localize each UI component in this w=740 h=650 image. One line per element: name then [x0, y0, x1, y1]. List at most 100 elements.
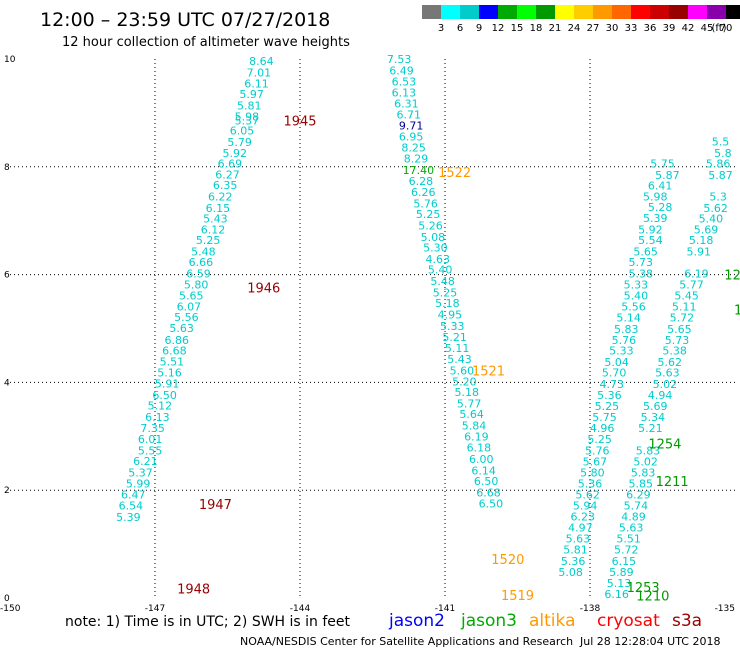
wave-height-value: 5.80 — [184, 278, 209, 291]
x-tick-label: -144 — [290, 604, 311, 614]
wave-height-value: 6.15 — [612, 555, 637, 568]
colorbar-swatch — [460, 5, 479, 19]
wave-height-value: 5.63 — [566, 533, 591, 546]
colorbar-swatch — [612, 5, 631, 19]
pass-time-label: 1211 — [656, 475, 689, 490]
wave-height-value: 5.74 — [624, 499, 649, 512]
grid-lines — [10, 59, 735, 598]
colorbar-swatch — [669, 5, 688, 19]
satellite-legend-jason3: jason3 — [460, 611, 517, 631]
wave-height-value: 5.43 — [203, 213, 228, 226]
wave-height-value: 6.21 — [133, 455, 158, 468]
wave-height-value: 5.63 — [655, 367, 680, 380]
wave-height-value: 6.86 — [165, 334, 190, 347]
wave-height-value: 6.13 — [145, 411, 170, 424]
wave-height-value: 5.80 — [580, 466, 605, 479]
wave-height-value: 5.02 — [633, 456, 658, 469]
wave-height-value: 5.51 — [616, 533, 641, 546]
wave-height-value: 5.36 — [597, 389, 622, 402]
wave-height-value: 5.39 — [116, 511, 141, 524]
wave-height-value: 5.25 — [196, 234, 221, 247]
wave-height-value: 5.3 — [709, 190, 727, 203]
colorbar-swatch — [517, 5, 536, 19]
pass-time-labels: 1945 1946 1947 1948 1522 1521 1520 1519 1254 1211… — [177, 114, 740, 604]
wave-height-value: 6.19 — [464, 430, 489, 443]
wave-height-value: 5.76 — [413, 197, 438, 210]
wave-height-value: 5.72 — [614, 543, 639, 556]
wave-height-value: 5.87 — [708, 169, 733, 182]
wave-height-value: 5.28 — [648, 201, 673, 214]
pass-time-label: 12 — [734, 304, 740, 319]
colorbar-label: 18 — [530, 23, 543, 34]
wave-height-value: 6.50 — [479, 498, 504, 511]
wave-height-value: 6.71 — [397, 109, 422, 122]
colorbar-label: 45 — [701, 23, 714, 34]
wave-height-value: 5.81 — [563, 543, 588, 556]
wave-height-value: 6.41 — [648, 180, 673, 193]
wave-height-value: 5.34 — [641, 411, 666, 424]
colorbar-swatch — [707, 5, 726, 19]
wave-height-value: 9.71 — [399, 119, 424, 132]
wave-height-value: 4.96 — [590, 422, 615, 435]
wave-height-value: 5.89 — [609, 566, 634, 579]
wave-height-value: 5.84 — [462, 420, 487, 433]
colorbar-swatch — [441, 5, 460, 19]
wave-height-value: 5.14 — [616, 312, 641, 325]
wave-height-value: 8.25 — [401, 141, 426, 154]
wave-height-value: 5.62 — [575, 489, 600, 502]
pass-time-label: 1948 — [177, 582, 210, 597]
wave-height-value: 5.5 — [712, 135, 730, 148]
wave-height-value: 8.64 — [249, 55, 274, 68]
wave-height-value: 5.81 — [237, 99, 262, 112]
wave-height-value: 6.69 — [218, 158, 243, 171]
satellite-legend: jason2 jason3 altika cryosat s3a — [388, 611, 702, 631]
pass-time-label: 1947 — [199, 498, 232, 513]
colorbar-label: 30 — [606, 23, 619, 34]
wave-height-value: 5.11 — [672, 300, 697, 313]
wave-height-value: 4.94 — [648, 389, 673, 402]
colorbar-label: 15 — [511, 23, 524, 34]
satellite-legend-cryosat: cryosat — [597, 611, 660, 631]
colorbar-swatch — [536, 5, 555, 19]
wave-height-value: 6.14 — [471, 464, 496, 477]
wave-height-value: 5.83 — [614, 323, 639, 336]
wave-height-value: 5.76 — [612, 334, 637, 347]
wave-height-value: 5.97 — [239, 88, 264, 101]
y-tick-label: 4 — [4, 378, 10, 388]
colorbar-label: 3 — [438, 23, 444, 34]
wave-height-value: 5.77 — [679, 278, 704, 291]
colorbar-swatch — [422, 5, 441, 19]
wave-height-value: 8.29 — [404, 153, 429, 166]
wave-height-value: 5.69 — [694, 223, 719, 236]
wave-height-value: 5.45 — [674, 290, 699, 303]
wave-height-value: 5.98 — [643, 190, 668, 203]
y-tick-label: 6 — [4, 271, 10, 281]
pass-time-label: 1210 — [636, 589, 669, 604]
wave-height-value: 5.92 — [638, 223, 663, 236]
wave-height-value: 5.18 — [455, 386, 480, 399]
wave-height-value: 5.20 — [452, 375, 477, 388]
wave-height-value: 5.16 — [157, 367, 182, 380]
wave-height-value: 5.85 — [629, 478, 654, 491]
colorbar-unit: (ft) — [711, 23, 726, 34]
wave-height-value: 5.91 — [687, 245, 712, 258]
colorbar-label: 39 — [663, 23, 676, 34]
pass-time-label: 1254 — [648, 437, 681, 452]
wave-height-value: 6.26 — [411, 186, 436, 199]
colorbar-label: 70 — [720, 23, 733, 34]
y-tick-label: 2 — [4, 486, 10, 496]
wave-height-value: 5.60 — [450, 365, 475, 378]
colorbar-swatch — [650, 5, 669, 19]
wave-height-value: 5.40 — [428, 264, 453, 277]
wave-height-value: 5.99 — [126, 478, 151, 491]
wave-height-value: 5.83 — [636, 444, 661, 457]
wave-height-value: 5.65 — [633, 245, 658, 258]
wave-height-value: 6.18 — [467, 442, 492, 455]
footer-note: note: 1) Time is in UTC; 2) SWH is in fe… — [65, 614, 351, 630]
pass-time-label: 1519 — [501, 589, 534, 604]
wave-height-value: 5.48 — [430, 275, 455, 288]
wave-height-value: 5.33 — [624, 278, 649, 291]
wave-height-value: 5.72 — [670, 312, 695, 325]
wave-height-value: 17.40 — [403, 164, 435, 177]
colorbar-label: 21 — [549, 23, 562, 34]
